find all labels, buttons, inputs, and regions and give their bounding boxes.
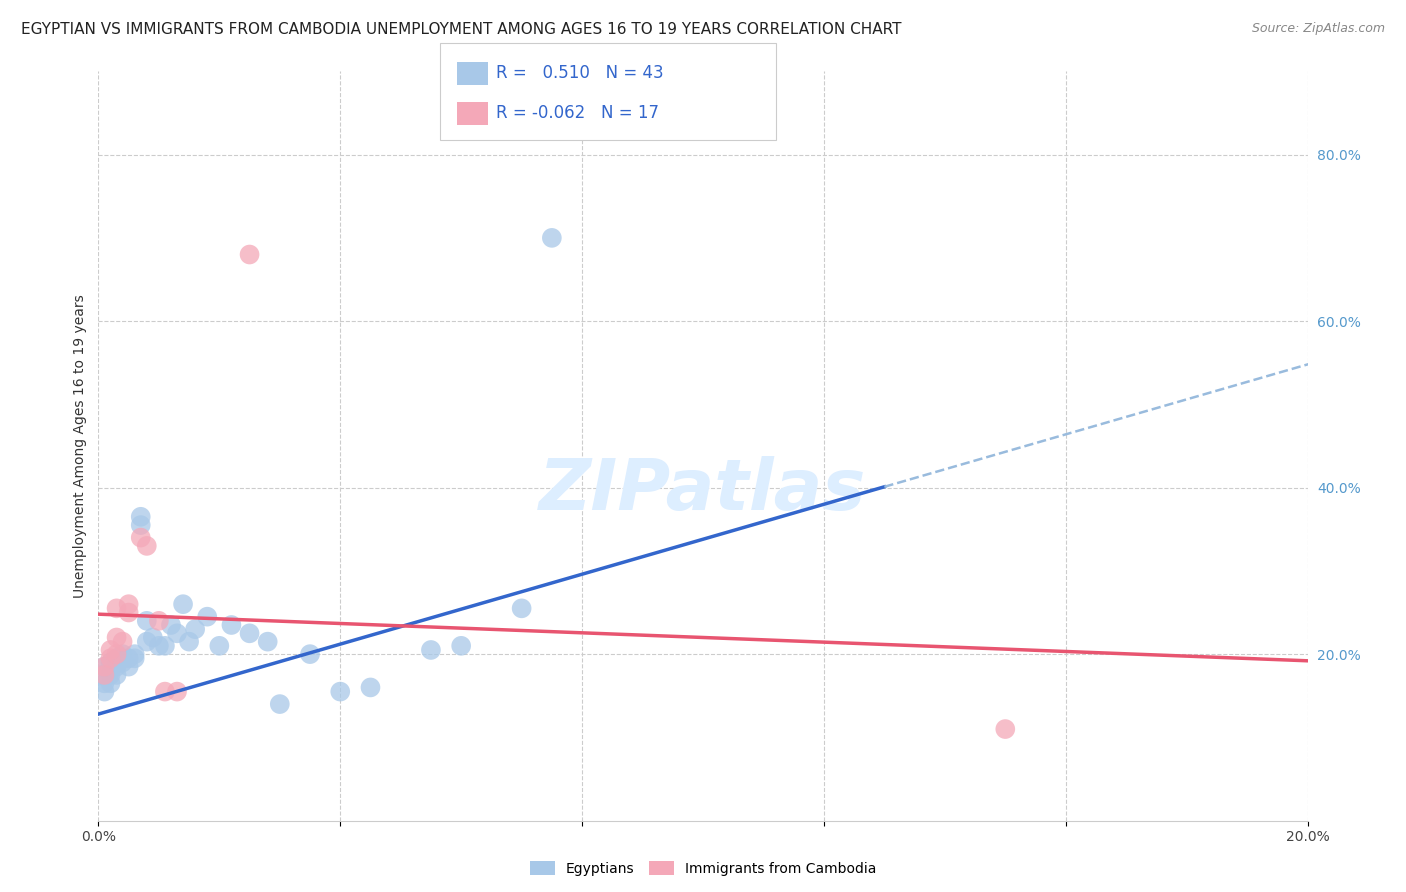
Point [111, 634, 134, 648]
Point [135, 614, 157, 628]
Point [118, 597, 141, 611]
Point [269, 697, 291, 711]
Point [100, 651, 122, 665]
Point [105, 668, 128, 682]
Point [239, 626, 262, 640]
Point [124, 651, 146, 665]
Point [153, 684, 176, 698]
Text: Source: ZipAtlas.com: Source: ZipAtlas.com [1251, 22, 1385, 36]
Point [124, 647, 146, 661]
Point [420, 643, 443, 657]
Point [166, 626, 188, 640]
Text: R =   0.510   N = 43: R = 0.510 N = 43 [496, 64, 664, 82]
Point [179, 634, 201, 648]
Point [105, 601, 128, 615]
Point [100, 676, 122, 690]
Point [111, 656, 134, 670]
Point [450, 639, 472, 653]
Point [93, 684, 115, 698]
Point [129, 509, 152, 524]
Point [142, 631, 165, 645]
Point [360, 681, 382, 695]
Point [93, 668, 115, 682]
Point [118, 659, 141, 673]
Point [994, 722, 1017, 736]
Point [239, 247, 262, 261]
Point [100, 664, 122, 678]
Point [540, 231, 562, 245]
Legend: Egyptians, Immigrants from Cambodia: Egyptians, Immigrants from Cambodia [524, 855, 882, 881]
Point [153, 639, 176, 653]
Point [299, 647, 322, 661]
Point [118, 606, 141, 620]
Point [111, 651, 134, 665]
Point [129, 531, 152, 545]
Point [135, 539, 157, 553]
Point [195, 609, 218, 624]
Point [208, 639, 231, 653]
Point [100, 643, 122, 657]
Text: EGYPTIAN VS IMMIGRANTS FROM CAMBODIA UNEMPLOYMENT AMONG AGES 16 TO 19 YEARS CORR: EGYPTIAN VS IMMIGRANTS FROM CAMBODIA UNE… [21, 22, 901, 37]
Point [148, 639, 170, 653]
Point [256, 634, 278, 648]
Point [329, 684, 352, 698]
Point [221, 618, 243, 632]
Point [135, 634, 157, 648]
Y-axis label: Unemployment Among Ages 16 to 19 years: Unemployment Among Ages 16 to 19 years [73, 294, 87, 598]
Text: R = -0.062   N = 17: R = -0.062 N = 17 [496, 104, 659, 122]
Point [166, 684, 188, 698]
Point [93, 659, 115, 673]
Point [105, 631, 128, 645]
Point [172, 597, 194, 611]
Point [148, 614, 170, 628]
Point [105, 651, 128, 665]
Point [118, 651, 141, 665]
Point [93, 676, 115, 690]
Point [160, 618, 183, 632]
Text: ZIPatlas: ZIPatlas [540, 457, 866, 525]
Point [100, 668, 122, 682]
Point [105, 647, 128, 661]
Point [93, 659, 115, 673]
Point [100, 656, 122, 670]
Point [184, 622, 207, 636]
Point [105, 659, 128, 673]
Point [510, 601, 533, 615]
Point [111, 647, 134, 661]
Point [129, 518, 152, 533]
Point [90, 668, 112, 682]
